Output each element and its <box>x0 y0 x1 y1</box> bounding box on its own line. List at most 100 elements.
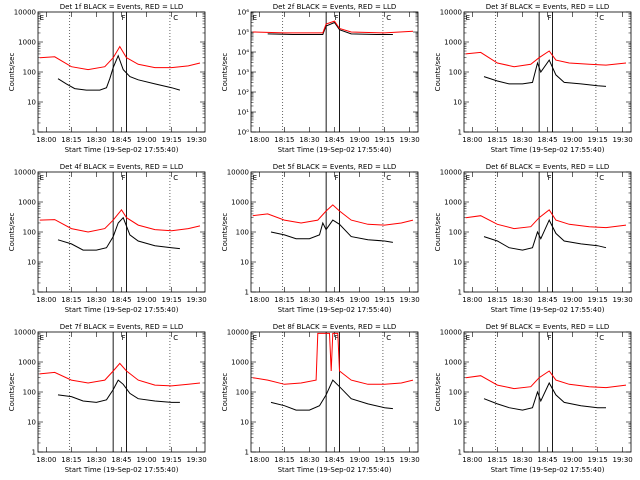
y-tick-label: 1 <box>32 449 36 457</box>
interval-marker: F <box>548 14 552 22</box>
y-tick-label: 1 <box>458 289 462 297</box>
y-axis-label: Counts/sec <box>8 373 16 412</box>
x-tick-label: 18:00 <box>462 136 482 144</box>
x-tick-label: 18:45 <box>111 456 131 464</box>
series-line <box>465 50 627 68</box>
chart-panel: Det 9f BLACK = Events, RED = LLD 1 10 100 10… <box>434 323 633 474</box>
x-tick-label: 18:45 <box>111 296 131 304</box>
interval-marker: C <box>386 174 391 182</box>
series-line <box>57 216 180 251</box>
x-tick-label: 19:30 <box>400 296 420 304</box>
interval-marker: E <box>253 174 257 182</box>
x-axis-label: Start Time (19-Sep-02 17:55:40) <box>278 466 392 474</box>
y-tick-label: 10⁵ <box>237 29 249 37</box>
x-tick-label: 18:30 <box>512 136 532 144</box>
y-tick-label: 10000 <box>440 329 462 337</box>
y-tick-label: 10000 <box>14 169 36 177</box>
interval-marker: F <box>335 174 339 182</box>
x-tick-label: 18:15 <box>487 296 507 304</box>
x-tick-label: 18:15 <box>274 296 294 304</box>
x-axis-label: Start Time (19-Sep-02 17:55:40) <box>278 306 392 314</box>
y-tick-label: 10 <box>27 99 36 107</box>
series-line <box>57 379 180 403</box>
plot-frame <box>37 11 206 133</box>
x-tick-label: 18:30 <box>512 296 532 304</box>
x-tick-label: 19:15 <box>588 136 608 144</box>
y-axis-label: Counts/sec <box>434 373 442 412</box>
x-tick-label: 19:00 <box>349 136 369 144</box>
series-line <box>252 332 414 385</box>
x-tick-label: 19:00 <box>136 456 156 464</box>
x-tick-label: 18:45 <box>324 136 344 144</box>
chart-panel: Det 6f BLACK = Events, RED = LLD 1 10 100 10… <box>434 163 633 314</box>
chart-panel: Det 3f BLACK = Events, RED = LLD 1 10 100 10… <box>434 3 633 154</box>
y-tick-label: 100 <box>449 389 462 397</box>
interval-marker: E <box>253 334 257 342</box>
x-axis-label: Start Time (19-Sep-02 17:55:40) <box>491 306 605 314</box>
x-tick-label: 18:00 <box>36 296 56 304</box>
y-tick-label: 1000 <box>231 359 249 367</box>
x-tick-label: 19:00 <box>562 136 582 144</box>
y-tick-label: 10⁴ <box>237 49 249 57</box>
y-tick-label: 10000 <box>14 329 36 337</box>
x-tick-label: 19:00 <box>562 296 582 304</box>
y-tick-label: 10 <box>240 419 249 427</box>
y-axis-label: Counts/sec <box>221 53 229 92</box>
y-tick-label: 1 <box>458 449 462 457</box>
interval-marker: C <box>173 174 178 182</box>
plot-frame <box>250 11 419 133</box>
chart-title: Det 7f BLACK = Events, RED = LLD <box>60 323 183 331</box>
x-tick-label: 18:00 <box>462 456 482 464</box>
x-axis-label: Start Time (19-Sep-02 17:55:40) <box>65 146 179 154</box>
y-tick-label: 10 <box>453 99 462 107</box>
x-tick-label: 19:00 <box>349 456 369 464</box>
interval-marker: F <box>122 174 126 182</box>
series-line <box>39 362 201 387</box>
y-axis-label: Counts/sec <box>434 53 442 92</box>
interval-marker: E <box>40 334 44 342</box>
y-tick-label: 1000 <box>444 359 462 367</box>
x-axis-label: Start Time (19-Sep-02 17:55:40) <box>278 146 392 154</box>
y-tick-label: 10 <box>27 259 36 267</box>
interval-marker: E <box>40 174 44 182</box>
x-tick-label: 19:30 <box>400 456 420 464</box>
interval-marker: F <box>122 14 126 22</box>
interval-marker: C <box>173 334 178 342</box>
y-tick-label: 1 <box>245 449 249 457</box>
x-tick-label: 18:45 <box>324 456 344 464</box>
x-tick-label: 18:30 <box>86 296 106 304</box>
chart-panel: Det 2f BLACK = Events, RED = LLD 10⁰ 10¹ 10… <box>221 3 420 154</box>
x-tick-label: 19:15 <box>162 456 182 464</box>
series-line <box>483 218 607 251</box>
x-tick-label: 18:45 <box>537 296 557 304</box>
interval-marker: F <box>548 334 552 342</box>
x-tick-label: 18:00 <box>462 296 482 304</box>
plot-frame <box>463 171 632 293</box>
y-tick-label: 1 <box>32 289 36 297</box>
x-tick-label: 18:30 <box>86 456 106 464</box>
x-tick-label: 18:15 <box>487 456 507 464</box>
y-tick-label: 1 <box>32 129 36 137</box>
x-tick-label: 18:00 <box>36 456 56 464</box>
x-tick-label: 18:00 <box>249 296 269 304</box>
y-tick-label: 100 <box>236 389 249 397</box>
interval-marker: C <box>173 14 178 22</box>
y-tick-label: 1000 <box>18 199 36 207</box>
interval-marker: E <box>466 14 470 22</box>
x-tick-label: 19:00 <box>562 456 582 464</box>
y-axis-label: Counts/sec <box>434 213 442 252</box>
y-axis-label: Counts/sec <box>221 213 229 252</box>
y-tick-label: 10⁰ <box>237 129 249 137</box>
x-tick-label: 19:15 <box>162 136 182 144</box>
chart-panel: Det 5f BLACK = Events, RED = LLD 1 10 100 10… <box>221 163 420 314</box>
interval-marker: F <box>335 334 339 342</box>
x-axis-label: Start Time (19-Sep-02 17:55:40) <box>65 466 179 474</box>
series-line <box>252 20 414 34</box>
x-axis-label: Start Time (19-Sep-02 17:55:40) <box>491 146 605 154</box>
x-tick-label: 18:00 <box>249 136 269 144</box>
x-tick-label: 18:30 <box>299 456 319 464</box>
chart-title: Det 5f BLACK = Events, RED = LLD <box>273 163 396 171</box>
y-tick-label: 10 <box>240 259 249 267</box>
y-tick-label: 100 <box>23 229 36 237</box>
x-tick-label: 19:30 <box>613 296 633 304</box>
